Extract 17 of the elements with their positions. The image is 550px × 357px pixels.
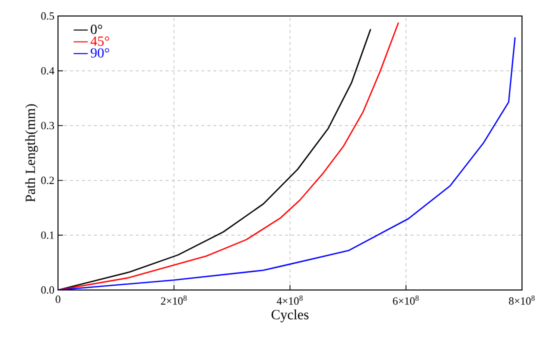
legend-label: 45° — [90, 36, 110, 46]
x-tick-label: 4×10$^{8}$ — [276, 296, 303, 305]
x-tick-label: 6×10$^{8}$ — [392, 296, 419, 305]
x-axis-title: Cycles — [272, 310, 308, 322]
y-tick-label: 0.3 — [41, 122, 54, 130]
y-tick-label: 0.2 — [41, 176, 54, 184]
y-axis-title: Path Length(mm) — [25, 104, 38, 202]
x-tick-label: 8×10$^{8}$ — [508, 296, 535, 305]
y-tick-label: 0.5 — [41, 12, 54, 20]
y-tick-label: 0.0 — [41, 286, 54, 294]
y-tick-label: 0.1 — [41, 231, 54, 239]
y-tick-label: 0.4 — [41, 67, 54, 75]
legend-label: 90° — [90, 48, 110, 58]
line-series — [58, 36, 516, 290]
x-tick-label: 2×10$^{8}$ — [161, 296, 187, 305]
legend-label: 0° — [90, 24, 102, 34]
x-tick-label: 0 — [56, 296, 60, 303]
